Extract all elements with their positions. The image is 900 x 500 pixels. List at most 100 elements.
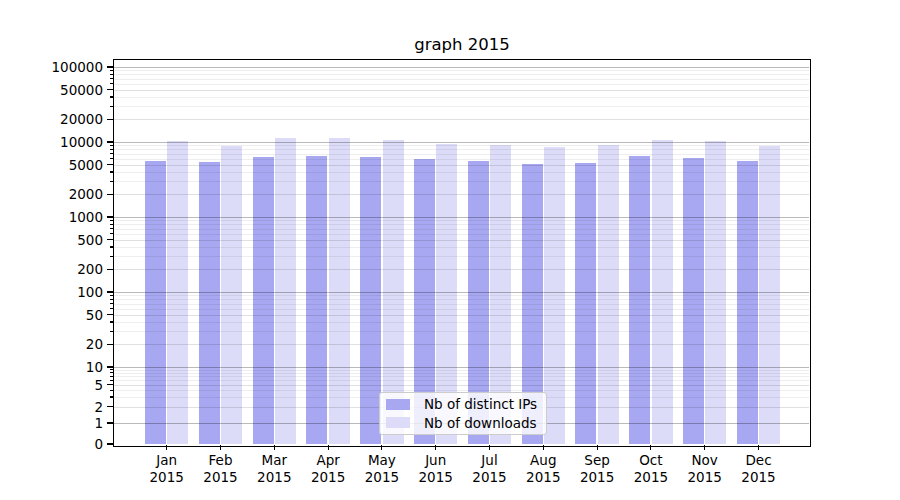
bar-downloads-mar: [275, 138, 296, 444]
plot-area: [114, 60, 809, 444]
y-minor-tick-mark: [110, 70, 113, 71]
y-tick-mark: [107, 216, 113, 217]
gridline: [114, 256, 809, 257]
y-axis-tick-label: 50000: [38, 81, 103, 99]
gridline: [114, 172, 809, 173]
y-minor-tick-mark: [110, 233, 113, 234]
gridline: [114, 240, 809, 241]
y-tick-mark: [107, 344, 113, 345]
y-minor-tick-mark: [110, 303, 113, 304]
y-minor-tick-mark: [110, 145, 113, 146]
x-axis-tick-label: Jul 2015: [462, 452, 518, 485]
gridline: [114, 106, 809, 107]
y-minor-tick-mark: [110, 74, 113, 75]
gridline: [114, 74, 809, 75]
x-tick-mark: [543, 445, 544, 450]
y-minor-tick-mark: [110, 106, 113, 107]
gridline: [114, 67, 809, 68]
y-tick-mark: [107, 366, 113, 367]
y-minor-tick-mark: [110, 96, 113, 97]
gridline: [114, 194, 809, 195]
y-minor-tick-mark: [110, 396, 113, 397]
gridline: [114, 84, 809, 85]
gridline: [114, 331, 809, 332]
gridline: [114, 299, 809, 300]
y-axis-tick-label: 0: [38, 435, 103, 453]
bar-distinct-ips-nov: [683, 158, 704, 444]
y-tick-mark: [107, 239, 113, 240]
gridline: [114, 119, 809, 120]
y-axis-tick-label: 1000: [38, 208, 103, 226]
y-minor-tick-mark: [110, 228, 113, 229]
y-tick-mark: [107, 66, 113, 67]
y-minor-tick-mark: [110, 369, 113, 370]
legend-swatch-distinct-ips: [386, 399, 410, 410]
y-tick-mark: [107, 119, 113, 120]
bar-distinct-ips-dec: [737, 161, 758, 444]
y-axis-tick-label: 5000: [38, 156, 103, 174]
y-minor-tick-mark: [110, 376, 113, 377]
x-axis-tick-label: Oct 2015: [623, 452, 679, 485]
y-minor-tick-mark: [110, 295, 113, 296]
gridline: [114, 229, 809, 230]
y-tick-mark: [107, 141, 113, 142]
gridline: [114, 309, 809, 310]
y-minor-tick-mark: [110, 149, 113, 150]
chart-figure: graph 2015 10000050000200001000050002000…: [0, 0, 900, 500]
y-minor-tick-mark: [110, 171, 113, 172]
y-minor-tick-mark: [110, 321, 113, 322]
y-axis-tick-label: 100000: [38, 58, 103, 76]
x-tick-mark: [704, 445, 705, 450]
bar-distinct-ips-jan: [145, 161, 166, 444]
y-tick-mark: [107, 164, 113, 165]
y-tick-mark: [107, 314, 113, 315]
y-axis-tick-label: 100: [38, 283, 103, 301]
legend: Nb of distinct IPs Nb of downloads: [379, 392, 547, 435]
y-axis-tick-label: 2000: [38, 185, 103, 203]
gridline: [114, 90, 809, 91]
gridline: [114, 344, 809, 345]
legend-label-downloads: Nb of downloads: [424, 415, 537, 431]
x-tick-mark: [166, 445, 167, 450]
y-axis-tick-label: 10000: [38, 133, 103, 151]
y-minor-tick-mark: [110, 78, 113, 79]
y-minor-tick-mark: [110, 372, 113, 373]
y-axis-tick-label: 500: [38, 231, 103, 249]
gridline: [114, 322, 809, 323]
gridline: [114, 142, 809, 143]
x-tick-mark: [758, 445, 759, 450]
y-tick-mark: [107, 443, 113, 444]
x-tick-mark: [650, 445, 651, 450]
y-tick-mark: [107, 384, 113, 385]
gridline: [114, 70, 809, 71]
legend-entry-downloads: Nb of downloads: [380, 414, 546, 432]
gridline: [114, 224, 809, 225]
x-axis-tick-label: Feb 2015: [193, 452, 249, 485]
gridline: [114, 385, 809, 386]
gridline: [114, 269, 809, 270]
y-axis-tick-label: 10: [38, 358, 103, 376]
legend-label-distinct-ips: Nb of distinct IPs: [424, 396, 537, 412]
y-minor-tick-mark: [110, 224, 113, 225]
gridline: [114, 370, 809, 371]
legend-swatch-downloads: [386, 417, 410, 428]
y-minor-tick-mark: [110, 308, 113, 309]
x-tick-mark: [220, 445, 221, 450]
y-axis-tick-label: 2: [38, 398, 103, 416]
gridline: [114, 390, 809, 391]
gridline: [114, 295, 809, 296]
x-axis-tick-label: Nov 2015: [677, 452, 733, 485]
y-minor-tick-mark: [110, 153, 113, 154]
gridline: [114, 97, 809, 98]
y-minor-tick-mark: [110, 380, 113, 381]
x-axis-tick-label: May 2015: [354, 452, 410, 485]
legend-entry-distinct-ips: Nb of distinct IPs: [380, 395, 546, 413]
gridline: [114, 380, 809, 381]
y-tick-mark: [107, 422, 113, 423]
gridline: [114, 181, 809, 182]
x-tick-mark: [381, 445, 382, 450]
y-minor-tick-mark: [110, 83, 113, 84]
x-tick-mark: [274, 445, 275, 450]
y-axis-tick-label: 200: [38, 260, 103, 278]
gridline: [114, 217, 809, 218]
